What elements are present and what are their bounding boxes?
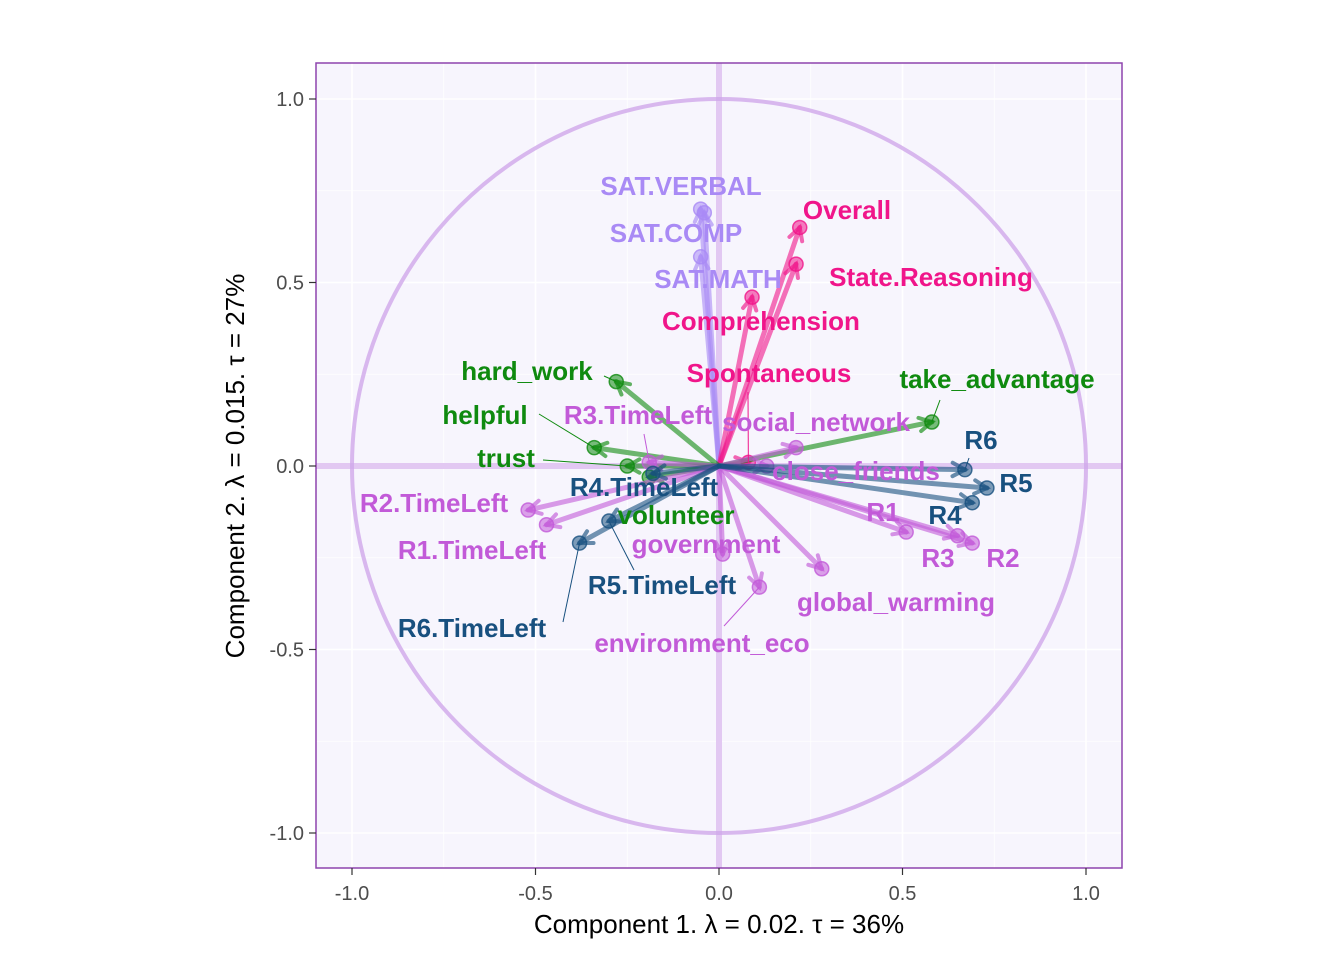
y-tick-label: 1.0 — [276, 89, 304, 111]
arrow-government — [713, 463, 731, 562]
x-tick-label: 1.0 — [1072, 883, 1100, 905]
label-r2-timeleft: R2.TimeLeft — [360, 488, 509, 518]
label-overall: Overall — [803, 195, 891, 225]
y-tick-label: -1.0 — [270, 823, 304, 845]
y-tick-label: 0.5 — [276, 273, 304, 295]
leader-line — [603, 375, 617, 383]
label-sat-verbal: SAT.VERBAL — [600, 171, 761, 201]
label-r5: R5 — [999, 468, 1032, 498]
label-government: government — [632, 529, 781, 559]
label-r3-timeleft: R3.TimeLeft — [564, 400, 713, 430]
label-spontaneous: Spontaneous — [687, 358, 852, 388]
leader-line — [931, 399, 941, 423]
arrow-social-network — [716, 439, 804, 469]
arrow-comprehension — [716, 289, 760, 469]
arrow-r4 — [716, 463, 980, 511]
y-axis-ticks: 1.0 0.5 0.0 -0.5 -1.0 — [270, 89, 316, 845]
point-overall — [791, 219, 808, 236]
label-hard-work: hard_work — [461, 356, 593, 386]
arrow-r2-timeleft — [520, 463, 722, 518]
label-sat-math: SAT.MATH — [654, 264, 782, 294]
leader-line — [608, 520, 635, 571]
leader-line — [723, 586, 760, 627]
point-sat-comp — [696, 205, 713, 221]
x-tick-label: 0.0 — [705, 883, 733, 905]
label-trust: trust — [477, 443, 535, 473]
variable-labels: SAT.VERBAL SAT.COMP SAT.MATH Overall State.R… — [360, 171, 1095, 658]
x-tick-label: 0.5 — [889, 883, 917, 905]
arrow-global-warming — [716, 463, 830, 577]
label-sat-comp: SAT.COMP — [610, 218, 742, 248]
label-helpful: helpful — [442, 400, 527, 430]
leader-line — [538, 413, 595, 449]
point-government — [714, 546, 731, 562]
label-take-advantage: take_advantage — [899, 364, 1094, 394]
y-tick-label: -0.5 — [270, 640, 304, 662]
label-r4-timeleft: R4.TimeLeft — [570, 472, 719, 502]
label-r6: R6 — [964, 425, 997, 455]
label-global-warming: global_warming — [797, 587, 995, 617]
arrow-r4-timeleft — [645, 463, 722, 482]
label-leader-lines — [538, 375, 970, 627]
point-global-warming — [814, 561, 830, 577]
label-r1-timeleft: R1.TimeLeft — [398, 535, 547, 565]
point-r1-timeleft — [538, 516, 555, 533]
leader-line — [562, 542, 581, 623]
arrow-marks — [520, 201, 995, 595]
label-r3: R3 — [921, 543, 954, 573]
arrow-state-reasoning — [716, 256, 804, 469]
label-volunteer: volunteer — [617, 500, 734, 530]
point-r2-timeleft — [520, 502, 536, 518]
arrow-r5 — [716, 463, 995, 496]
label-environment-eco: environment_eco — [594, 628, 809, 658]
point-r1 — [898, 524, 914, 540]
arrow-sat-math — [692, 249, 722, 469]
y-axis-title: Component 2. λ = 0.015. τ = 27% — [220, 274, 250, 659]
point-r4-timeleft — [645, 465, 661, 482]
point-comprehension — [744, 289, 760, 305]
label-r5-timeleft: R5.TimeLeft — [588, 570, 737, 600]
point-r2 — [964, 535, 980, 551]
leader-line — [964, 457, 970, 470]
point-sat-math — [692, 249, 709, 265]
unit-circle — [350, 97, 1088, 835]
label-r2: R2 — [986, 543, 1019, 573]
point-r5 — [979, 480, 995, 496]
label-close-friends: close_friends — [772, 456, 940, 486]
x-axis-title: Component 1. λ = 0.02. τ = 36% — [534, 909, 904, 939]
point-social-network — [788, 439, 804, 456]
x-tick-label: -1.0 — [335, 883, 369, 905]
x-axis-ticks: -1.0 -0.5 0.0 0.5 1.0 — [335, 868, 1100, 905]
label-r6-timeleft: R6.TimeLeft — [398, 613, 547, 643]
point-state-reasoning — [788, 256, 804, 272]
label-r4: R4 — [928, 500, 962, 530]
arrow-r6 — [716, 460, 973, 479]
point-r4 — [964, 494, 980, 511]
arrow-r2 — [716, 463, 980, 551]
x-tick-label: -0.5 — [518, 883, 552, 905]
arrow-r1-timeleft — [538, 463, 722, 533]
label-r1: R1 — [866, 497, 899, 527]
label-social-network: social_network — [722, 407, 910, 437]
y-tick-label: 0.0 — [276, 456, 304, 478]
label-comprehension: Comprehension — [662, 306, 860, 336]
leader-line — [542, 459, 628, 467]
label-state-reasoning: State.Reasoning — [829, 262, 1033, 292]
leader-line — [643, 433, 650, 463]
